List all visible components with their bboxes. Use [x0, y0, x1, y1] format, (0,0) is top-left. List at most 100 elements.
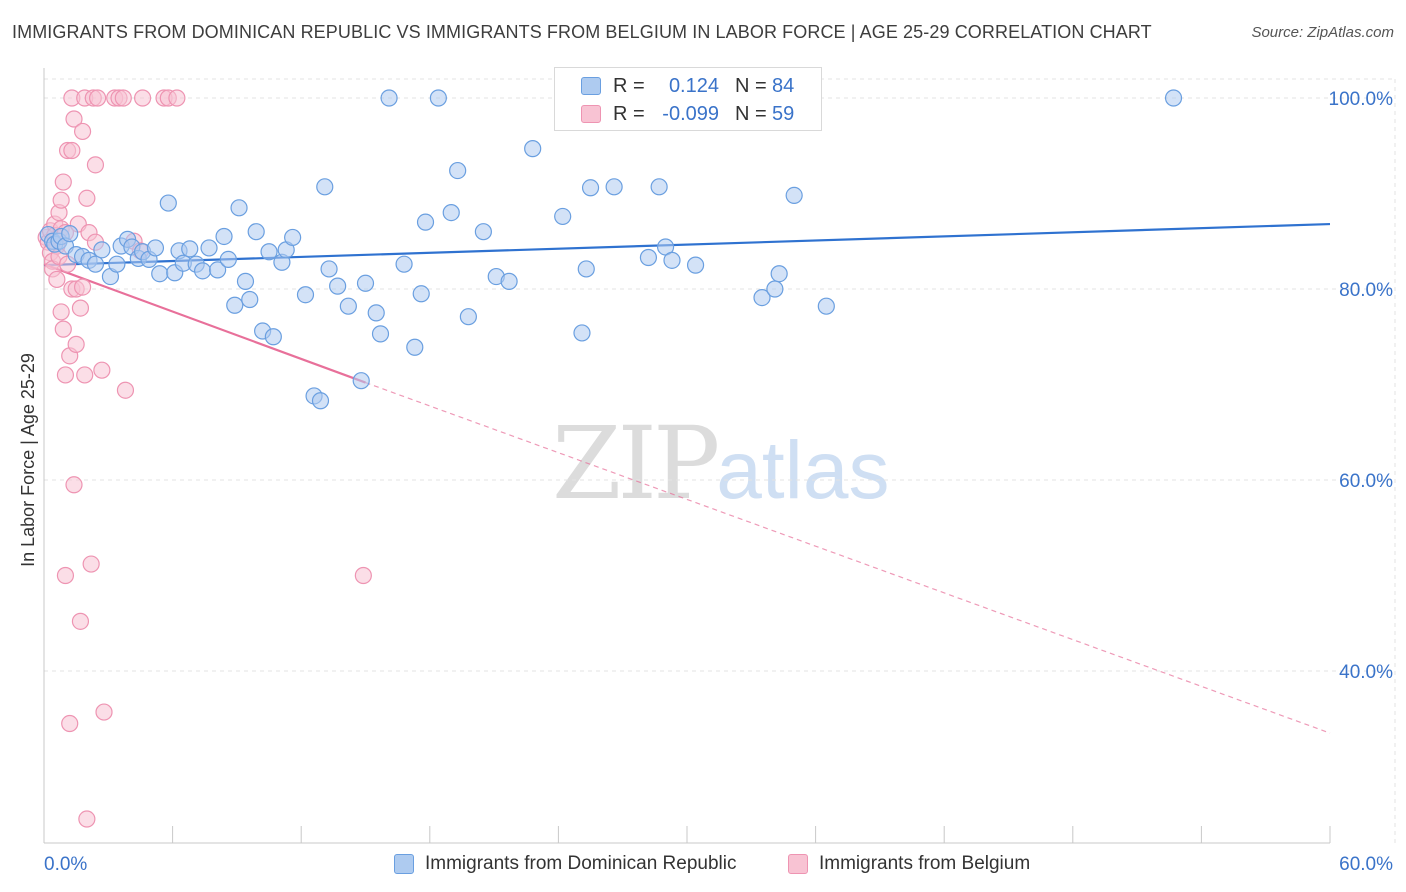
point-belgium	[114, 89, 132, 107]
point-dominican	[686, 256, 705, 274]
point-belgium	[95, 703, 113, 721]
point-dominican	[316, 178, 334, 196]
point-dominican	[1164, 89, 1183, 107]
point-dominican	[264, 328, 282, 346]
legend-row-dominican: R = 0.124 N = 84	[555, 72, 821, 100]
legend-r-value: -0.099	[662, 103, 719, 125]
point-dominican	[442, 204, 460, 222]
point-dominican	[817, 297, 835, 315]
point-dominican	[226, 296, 244, 314]
point-belgium	[86, 156, 105, 174]
legend-swatch-blue	[394, 854, 414, 874]
point-dominican	[459, 308, 477, 326]
point-belgium	[56, 566, 75, 585]
legend-swatch-pink	[788, 854, 808, 874]
point-dominican	[753, 288, 771, 307]
point-dominican	[554, 207, 572, 226]
legend-n-label: N =	[735, 75, 767, 97]
point-belgium	[63, 141, 81, 160]
point-belgium	[354, 566, 372, 585]
watermark-zip: ZIP	[552, 405, 720, 522]
point-belgium	[168, 89, 186, 107]
y-tick-label: 80.0%	[1339, 280, 1393, 301]
point-dominican	[93, 241, 111, 259]
trend-line-1	[43, 263, 366, 384]
point-dominican	[200, 239, 218, 257]
grid-lines	[44, 78, 1396, 843]
trend-line-0	[43, 222, 1331, 267]
point-belgium	[71, 612, 90, 630]
point-dominican	[209, 261, 227, 279]
point-dominican	[352, 372, 370, 390]
point-dominican	[284, 228, 302, 247]
point-dominican	[406, 338, 424, 356]
point-belgium	[52, 191, 70, 209]
watermark-logo: ZIPatlas	[552, 405, 890, 522]
series-legend: Immigrants from Dominican Republic Immig…	[0, 852, 1406, 878]
watermark-atlas: atlas	[716, 425, 890, 516]
point-dominican	[500, 272, 518, 290]
point-dominican	[61, 225, 79, 243]
point-belgium	[54, 173, 72, 191]
y-axis-label: In Labor Force | Age 25-29	[18, 353, 38, 567]
point-dominican	[320, 260, 338, 278]
trend-lines	[43, 222, 1331, 734]
point-dominican	[380, 89, 398, 107]
point-dominican	[215, 227, 233, 246]
axis-labels: 40.0% 60.0% 80.0% 100.0% 0.0% 60.0% In Labor F…	[18, 89, 1393, 875]
point-dominican	[146, 239, 165, 257]
point-belgium	[78, 810, 96, 828]
point-belgium	[56, 366, 75, 384]
correlation-legend: R = 0.124 N = 84 R = -0.099 N = 59	[554, 67, 822, 131]
trend-extension-1	[365, 382, 1331, 734]
point-dominican	[371, 325, 390, 343]
point-dominican	[416, 213, 435, 231]
point-dominican	[639, 248, 658, 267]
chart-title: IMMIGRANTS FROM DOMINICAN REPUBLIC VS IM…	[12, 22, 1152, 42]
point-dominican	[159, 194, 177, 212]
point-belgium	[78, 189, 96, 207]
point-belgium	[76, 366, 94, 384]
point-dominican	[766, 280, 784, 298]
legend-n-label: N =	[735, 103, 767, 125]
legend-r-value: 0.124	[668, 75, 719, 97]
point-dominican	[260, 243, 278, 261]
point-dominican	[524, 140, 542, 158]
point-dominican	[296, 286, 315, 304]
point-belgium	[73, 278, 92, 296]
point-belgium	[54, 320, 72, 338]
point-dominican	[581, 179, 600, 197]
data-points	[37, 89, 1183, 828]
point-belgium	[73, 122, 92, 141]
point-dominican	[247, 223, 265, 241]
point-dominican	[151, 265, 169, 283]
point-dominican	[449, 161, 467, 180]
point-dominican	[605, 178, 623, 196]
point-dominican	[339, 297, 357, 315]
point-dominican	[311, 392, 330, 410]
point-dominican	[108, 255, 126, 273]
point-belgium	[65, 110, 83, 128]
point-dominican	[785, 186, 803, 205]
point-dominican	[219, 250, 237, 268]
y-tick-label: 100.0%	[1329, 89, 1394, 110]
point-dominican	[412, 285, 430, 303]
legend-swatch-pink	[581, 105, 601, 123]
point-belgium	[116, 381, 135, 399]
y-tick-label: 60.0%	[1339, 471, 1393, 492]
point-dominican	[86, 255, 105, 273]
legend-r-label: R =	[613, 75, 645, 97]
point-belgium	[71, 299, 90, 317]
point-dominican	[356, 274, 375, 292]
point-belgium	[65, 476, 83, 494]
point-dominican	[429, 89, 447, 107]
point-dominican	[395, 255, 413, 273]
source-label: Source: ZipAtlas.com	[1251, 24, 1394, 41]
y-tick-label: 40.0%	[1339, 662, 1393, 683]
point-belgium	[52, 303, 70, 321]
point-dominican	[474, 223, 492, 241]
point-dominican	[770, 265, 788, 283]
point-dominican	[236, 272, 255, 290]
x-tick-label: 0.0%	[44, 854, 87, 875]
